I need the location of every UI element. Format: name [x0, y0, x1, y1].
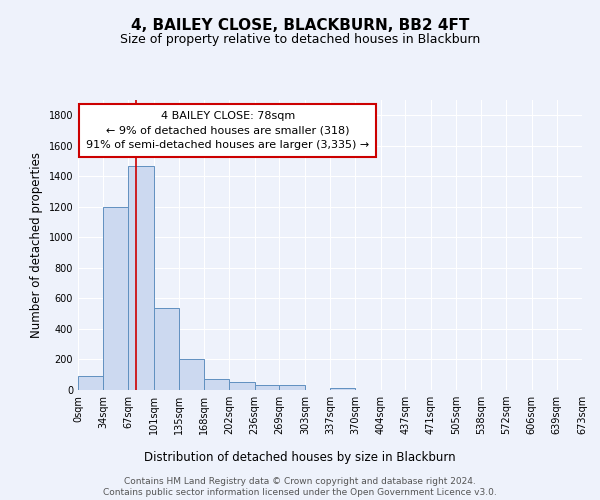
Bar: [280, 386, 305, 390]
Bar: [255, 384, 280, 390]
Bar: [179, 358, 204, 390]
Bar: [154, 308, 179, 390]
Text: Contains HM Land Registry data © Crown copyright and database right 2024.: Contains HM Land Registry data © Crown c…: [124, 476, 476, 486]
Bar: [331, 388, 355, 390]
Bar: [78, 376, 103, 390]
Text: Contains public sector information licensed under the Open Government Licence v3: Contains public sector information licen…: [103, 488, 497, 497]
Text: 4, BAILEY CLOSE, BLACKBURN, BB2 4FT: 4, BAILEY CLOSE, BLACKBURN, BB2 4FT: [131, 18, 469, 32]
Text: Size of property relative to detached houses in Blackburn: Size of property relative to detached ho…: [120, 32, 480, 46]
Bar: [128, 166, 154, 390]
Bar: [229, 382, 255, 390]
Text: Distribution of detached houses by size in Blackburn: Distribution of detached houses by size …: [144, 451, 456, 464]
Y-axis label: Number of detached properties: Number of detached properties: [30, 152, 43, 338]
Bar: [103, 207, 128, 390]
Bar: [204, 380, 229, 390]
Text: 4 BAILEY CLOSE: 78sqm
← 9% of detached houses are smaller (318)
91% of semi-deta: 4 BAILEY CLOSE: 78sqm ← 9% of detached h…: [86, 110, 370, 150]
